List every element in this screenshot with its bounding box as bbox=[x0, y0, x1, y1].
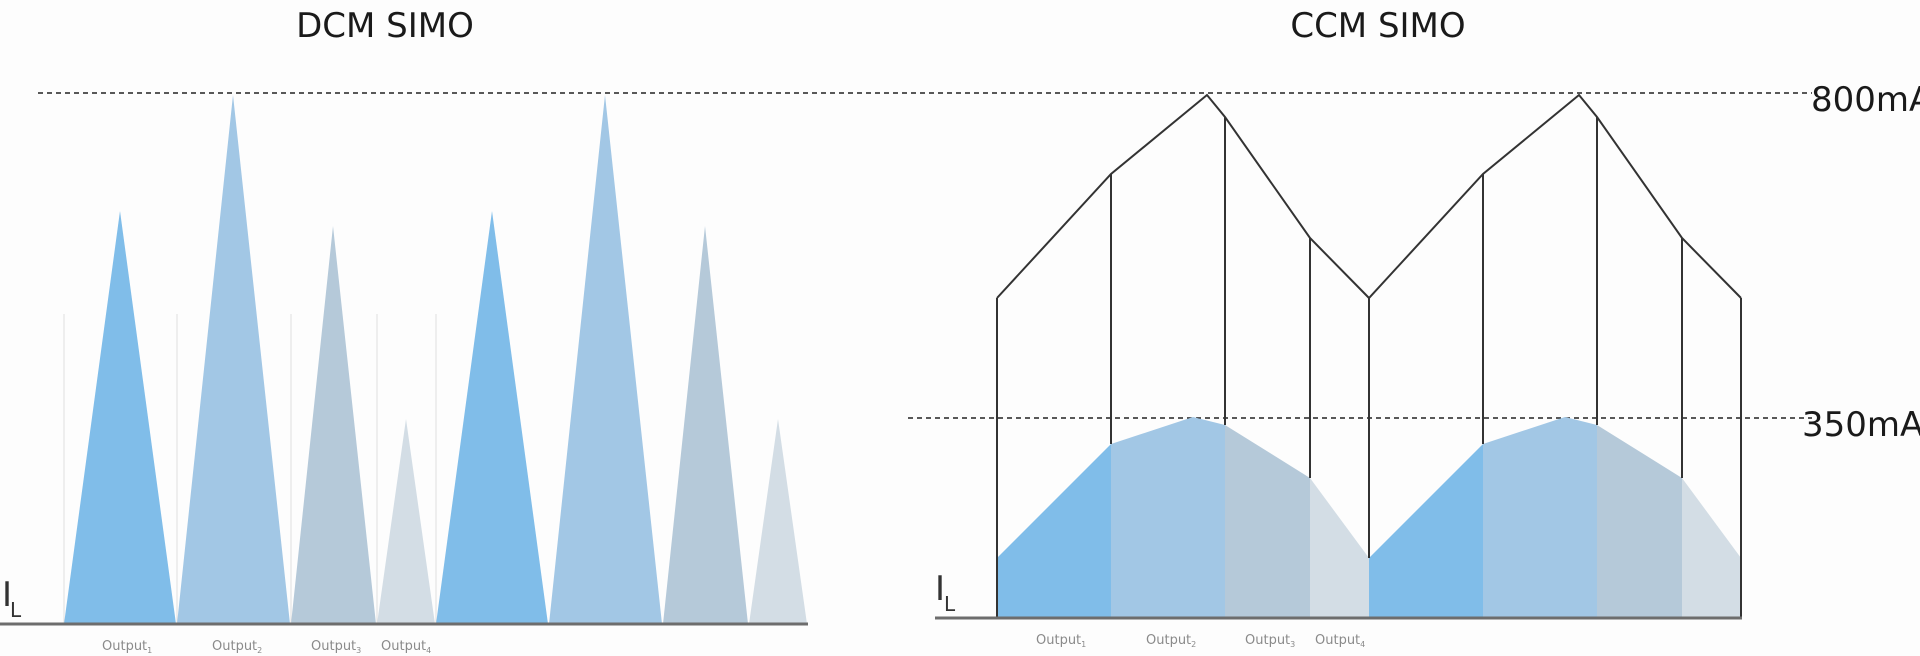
ccm-fill-output-3 bbox=[1597, 425, 1682, 618]
reference-levels: 800mA 350mA bbox=[38, 80, 1920, 445]
dcm-pulses bbox=[64, 95, 807, 624]
ccm-switch-lines bbox=[996, 117, 1742, 618]
ccm-axis-subscript: L bbox=[944, 592, 956, 616]
ccm-fill-output-4 bbox=[1310, 478, 1369, 618]
ccm-fill-output-1 bbox=[997, 444, 1111, 618]
dcm-pulse-output-1 bbox=[64, 211, 176, 624]
ccm-panel: CCM SIMO I L bbox=[935, 6, 1742, 649]
dcm-output-labels: Output1 Output2 Output3 Output4 bbox=[102, 639, 431, 655]
level-label-800ma: 800mA bbox=[1811, 80, 1920, 120]
dcm-pulse-output-4 bbox=[377, 419, 435, 624]
dcm-pulse-output-3 bbox=[663, 226, 748, 624]
dcm-axis-subscript: L bbox=[10, 598, 22, 622]
ccm-fill-output-3 bbox=[1225, 425, 1310, 618]
dcm-pulse-output-1 bbox=[436, 211, 548, 624]
ccm-output-fills bbox=[997, 417, 1741, 618]
dcm-pulse-output-4 bbox=[749, 419, 807, 624]
ccm-output-label-3: Output3 bbox=[1245, 633, 1295, 649]
dcm-output-label-4: Output4 bbox=[381, 639, 431, 655]
ccm-fill-output-2 bbox=[1483, 417, 1597, 618]
ccm-output-label-1: Output1 bbox=[1036, 633, 1086, 649]
dcm-output-label-3: Output3 bbox=[311, 639, 361, 655]
dcm-axis-symbol: I bbox=[2, 575, 12, 615]
dcm-output-label-1: Output1 bbox=[102, 639, 152, 655]
ccm-inductor-current-envelope bbox=[996, 93, 1742, 300]
ccm-fill-output-4 bbox=[1682, 478, 1741, 618]
dcm-title: DCM SIMO bbox=[296, 6, 474, 46]
dcm-pulse-output-2 bbox=[549, 95, 662, 624]
ccm-output-label-4: Output4 bbox=[1315, 633, 1365, 649]
ccm-axis-symbol: I bbox=[935, 569, 945, 609]
ccm-fill-output-2 bbox=[1111, 417, 1225, 618]
dcm-panel: DCM SIMO I L Output1 Output2 Output3 bbox=[0, 6, 808, 655]
ccm-output-labels: Output1 Output2 Output3 Output4 bbox=[1036, 633, 1365, 649]
dcm-output-label-2: Output2 bbox=[212, 639, 262, 655]
dcm-pulse-output-2 bbox=[177, 95, 290, 624]
dcm-pulse-output-3 bbox=[291, 226, 376, 624]
ccm-fill-output-1 bbox=[1369, 444, 1483, 618]
ccm-output-label-2: Output2 bbox=[1146, 633, 1196, 649]
dcm-separators bbox=[63, 314, 437, 624]
level-label-350ma: 350mA bbox=[1802, 405, 1920, 445]
ccm-title: CCM SIMO bbox=[1290, 6, 1465, 46]
